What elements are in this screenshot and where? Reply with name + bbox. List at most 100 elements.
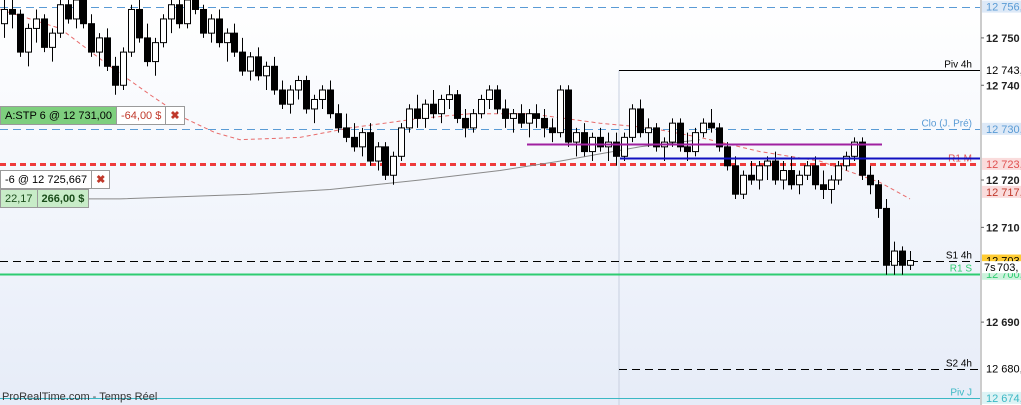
candle-body [899, 250, 906, 266]
candle-body [144, 37, 151, 63]
candle-body [907, 260, 914, 266]
candle-body [613, 141, 620, 157]
candle-body [279, 89, 286, 105]
candle-body [80, 0, 87, 25]
candle-body [851, 141, 858, 157]
candle-body [224, 32, 231, 44]
candle-body [375, 146, 382, 162]
axis-value-label: 12 743, [986, 65, 1021, 77]
candle-body [828, 179, 835, 190]
candle-body [216, 18, 223, 44]
stop-order-pnl: -64,00 $ [115, 106, 167, 125]
candle-body [390, 155, 397, 176]
candle-body [208, 18, 215, 34]
candle-body [359, 132, 366, 148]
candle-body [526, 113, 533, 124]
candle-body [96, 37, 103, 53]
countdown-value: 703, [997, 262, 1018, 274]
plot-background [0, 0, 980, 405]
countdown-label: 7s [984, 262, 996, 274]
axis-value-tag [982, 157, 1021, 170]
candle-body [41, 18, 48, 48]
candle-body [184, 0, 191, 25]
axis-tick-label: 12 740 [986, 80, 1020, 92]
candle-body [295, 80, 302, 91]
candle-body [160, 18, 167, 44]
candle-body [168, 4, 175, 20]
position-label: -6 @ 12 725,667 [0, 170, 93, 189]
candle-body [645, 127, 652, 134]
level-label: S2 4h [946, 359, 972, 370]
candle-body [49, 32, 56, 48]
candle-body [835, 165, 842, 181]
candle-body [25, 27, 32, 53]
candle-body [494, 89, 501, 110]
axis-value-label: 12 756, [986, 2, 1021, 14]
axis-value-tag [982, 185, 1021, 198]
candle-body [287, 89, 294, 105]
candle-body [263, 65, 270, 77]
candle-body [478, 98, 485, 115]
candle-body [677, 122, 684, 148]
candle-body [406, 108, 413, 129]
axis-value-tag [982, 64, 1021, 77]
axis-tick-label: 12 720 [986, 175, 1020, 187]
candle-body [438, 98, 445, 115]
candle-body [247, 56, 254, 72]
candle-body [820, 184, 827, 190]
footer-source: ProRealTime.com - Temps Réel [2, 391, 158, 403]
axis-tick-label: 12 750 [986, 33, 1020, 45]
level-label: Piv 4h [944, 60, 972, 71]
candle-body [780, 170, 787, 181]
axis-value-label: 12 674, [986, 393, 1021, 405]
candle-body [470, 113, 477, 129]
candle-body [843, 155, 850, 167]
candle-body [382, 146, 389, 176]
candle-body [653, 127, 660, 148]
candle-body [136, 8, 143, 39]
candle-body [788, 170, 795, 186]
candle-body [73, 0, 80, 20]
candle-body [573, 132, 580, 143]
axis-value-label: 12 717, [986, 187, 1021, 199]
candle-body [1, 8, 8, 25]
stop-order-tag[interactable]: A:STP 6 @ 12 731,00 -64,00 $ ✖ [0, 106, 185, 125]
candle-body [88, 23, 95, 53]
candle-body [335, 113, 342, 129]
candle-body [518, 113, 525, 124]
candle-body [33, 18, 40, 29]
candle-body [549, 127, 556, 134]
candle-body [772, 160, 779, 181]
candle-body [17, 13, 24, 53]
candle-body [9, 8, 16, 15]
candle-body [796, 174, 803, 186]
axis-value-tag [982, 391, 1021, 404]
axis-value-tag [982, 122, 1021, 135]
candle-body [462, 117, 469, 129]
candle-body [255, 56, 262, 77]
candle-body [446, 94, 453, 100]
candle-body [756, 165, 763, 181]
candle-body [239, 51, 246, 72]
position-tag[interactable]: -6 @ 12 725,667 ✖ 22,17 266,00 $ [0, 170, 111, 208]
candle-body [398, 127, 405, 157]
candle-body [200, 8, 207, 34]
candle-body [740, 174, 747, 195]
close-order-icon[interactable]: ✖ [165, 106, 185, 125]
level-label: R1 S [950, 264, 973, 275]
candle-body [414, 108, 421, 119]
candle-body [502, 108, 509, 119]
candle-body [486, 89, 493, 100]
candle-body [597, 136, 604, 148]
candle-body [621, 136, 628, 157]
candle-body [303, 80, 310, 110]
candle-body [883, 207, 890, 266]
candle-body [557, 89, 564, 134]
axis-value-label: 12 730, [986, 124, 1021, 136]
close-position-icon[interactable]: ✖ [91, 170, 111, 189]
candle-body [867, 174, 874, 186]
candle-body [152, 42, 159, 63]
candle-body [669, 122, 676, 143]
